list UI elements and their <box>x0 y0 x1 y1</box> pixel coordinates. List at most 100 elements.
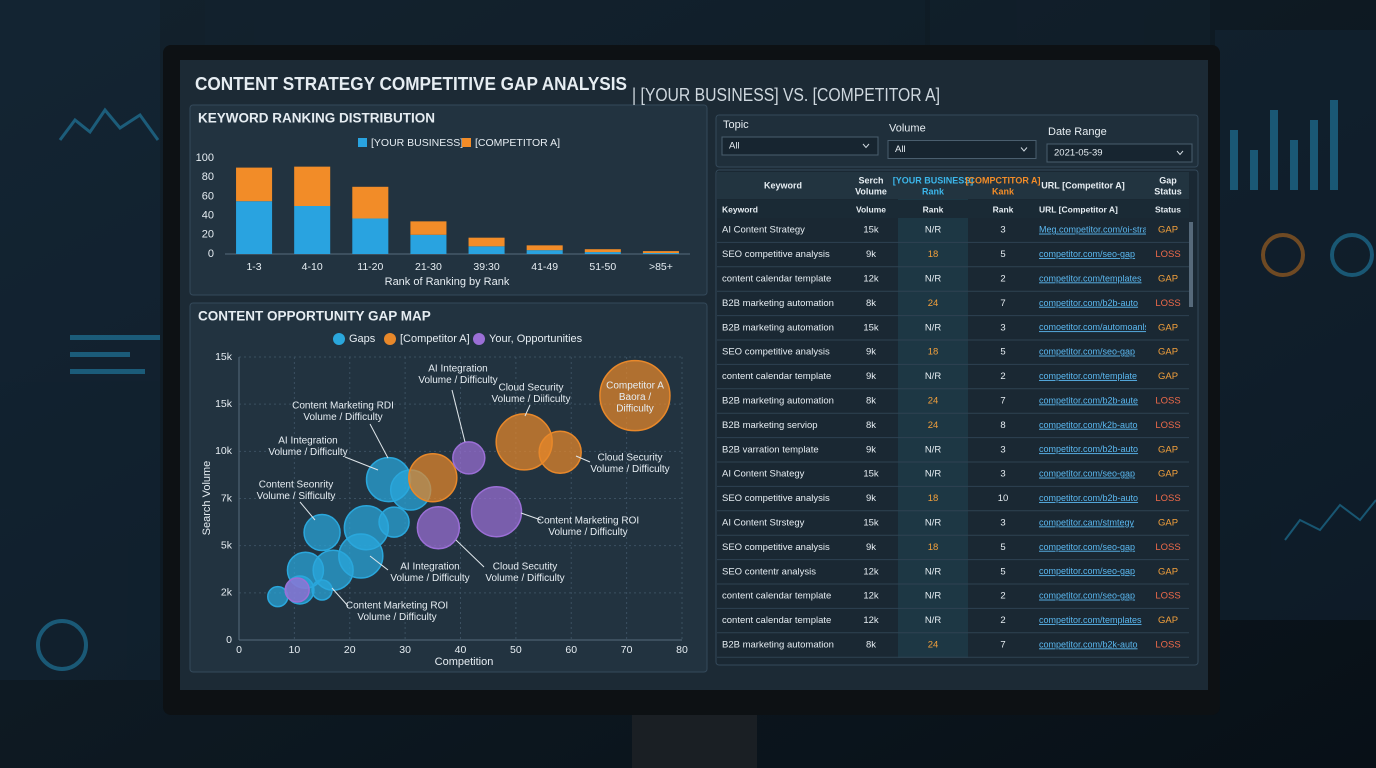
x-tick-label: 70 <box>621 644 633 656</box>
url-link[interactable]: competitor.com/seo-gap <box>1039 591 1135 601</box>
legend-swatch <box>358 138 367 147</box>
annotation-text: AI Integration <box>400 562 459 573</box>
url-link[interactable]: competitor.com/seo-gap <box>1039 469 1135 479</box>
column-subheader: URL [Competitor A] <box>1039 204 1118 214</box>
table-cell: N/R <box>925 615 942 626</box>
filter-value: All <box>895 144 906 155</box>
table-cell: content calendar template <box>722 274 831 285</box>
table-cell: N/R <box>925 225 942 236</box>
table-cell: 12k <box>863 615 879 626</box>
column-header: Status <box>1154 186 1182 196</box>
table-cell: 3 <box>1000 444 1005 455</box>
gap-status: GAP <box>1158 322 1178 333</box>
legend-swatch <box>333 333 345 345</box>
table-cell: N/R <box>925 444 942 455</box>
bar-x-label: Rank of Ranking by Rank <box>385 276 510 288</box>
filter-dropdown[interactable] <box>1046 143 1193 163</box>
table-cell: 18 <box>928 249 939 260</box>
bar-segment <box>526 245 563 251</box>
annotation-text: Volume / Diificulty <box>492 394 571 405</box>
table-cell: B2B marketing automation <box>722 298 834 309</box>
annotation-text: Difficulty <box>616 404 654 415</box>
annotation-leader <box>369 555 389 571</box>
gap-status: LOSS <box>1155 493 1180 504</box>
rank-column-highlight <box>898 172 968 658</box>
url-link[interactable]: comoetitor.com/automoanls <box>1039 322 1150 332</box>
table-cell: 5 <box>1000 347 1005 358</box>
table-cell: 18 <box>928 542 939 553</box>
annotation-text: Volume / Difficulty <box>548 527 627 538</box>
table-cell: 24 <box>928 640 939 651</box>
url-link[interactable]: competitor.com/k2b-auto <box>1039 420 1138 430</box>
table-cell: 12k <box>863 591 879 602</box>
annotation-text: AI Integration <box>278 436 337 447</box>
filter-label: Date Range <box>1048 126 1107 138</box>
url-link[interactable]: competitor.cam/stmtegy <box>1039 517 1135 527</box>
legend-swatch <box>473 333 485 345</box>
bubble <box>470 485 523 538</box>
bar-segment <box>642 253 679 254</box>
legend-label: Gaps <box>349 333 376 345</box>
filter-dropdown[interactable] <box>721 136 879 156</box>
legend-swatch <box>462 138 471 147</box>
x-tick-label: 4-10 <box>302 261 323 273</box>
table-cell: 15k <box>863 469 879 480</box>
url-link[interactable]: competitor.com/template <box>1039 371 1137 381</box>
filter-dropdown[interactable] <box>887 140 1037 159</box>
gap-status: LOSS <box>1155 298 1180 309</box>
gap-status: LOSS <box>1155 591 1180 602</box>
gap-status: GAP <box>1158 615 1178 626</box>
column-header: Keyword <box>764 180 802 190</box>
y-tick-label: 15k <box>215 351 233 363</box>
annotation-text: Cloud Security <box>498 383 563 394</box>
annotation-leader <box>331 587 349 607</box>
bubble <box>408 452 458 503</box>
page-title: CONTENT STRATEGY COMPETITIVE GAP ANALYSI… <box>195 74 627 94</box>
annotation-leader <box>344 456 379 471</box>
url-link[interactable]: competitor.com/b2b-auto <box>1039 493 1138 503</box>
table-cell: 9k <box>866 444 876 455</box>
legend-swatch <box>384 333 396 345</box>
table-cell: 7 <box>1000 640 1005 651</box>
table-cell: N/R <box>925 371 942 382</box>
url-link[interactable]: competitor.com/seo-gap <box>1039 347 1135 357</box>
url-link[interactable]: competitor.com/seo-gap <box>1039 566 1135 576</box>
url-link[interactable]: competitor.com/seo-gap <box>1039 249 1135 259</box>
url-link[interactable]: competitor.com/b2b-auto <box>1039 444 1138 454</box>
filter-label: Topic <box>723 119 749 131</box>
table-cell: 8k <box>866 640 876 651</box>
table-cell: 3 <box>1000 225 1005 236</box>
table-cell: 8k <box>866 420 876 431</box>
y-tick-label: 7k <box>221 492 233 504</box>
x-tick-label: 1-3 <box>246 261 261 273</box>
y-tick-label: 100 <box>196 152 214 164</box>
bubble <box>452 441 486 475</box>
background-panels <box>0 0 1376 680</box>
y-tick-label: 40 <box>202 210 214 222</box>
table-cell: SEO competitive analysis <box>722 347 830 358</box>
url-link[interactable]: Meg.competitor.com/oi-stra... <box>1039 225 1155 235</box>
gap-status: GAP <box>1158 469 1178 480</box>
y-tick-label: 2k <box>221 587 233 599</box>
table-cell: N/R <box>925 274 942 285</box>
annotation-leader <box>455 539 485 568</box>
url-link[interactable]: competitor.com/b2b-aute <box>1039 395 1138 405</box>
url-link[interactable]: competitor.com/b2b-auto <box>1039 298 1138 308</box>
url-link[interactable]: competitor.com/templates <box>1039 615 1142 625</box>
bar-segment <box>584 252 621 254</box>
subheader-row <box>717 200 1189 218</box>
table-cell: SEO contentr analysis <box>722 566 816 577</box>
table-cell: 9k <box>866 347 876 358</box>
url-link[interactable]: competitor.com/b2k-auto <box>1039 639 1138 649</box>
url-link[interactable]: competitor.com/templates <box>1039 273 1142 283</box>
column-header: URL [Competitor A] <box>1041 180 1125 190</box>
annotation-leader <box>524 404 531 417</box>
y-tick-label: 20 <box>202 229 214 241</box>
scrollbar[interactable] <box>1189 222 1193 307</box>
x-tick-label: 39:30 <box>473 261 499 273</box>
bar-segment <box>352 186 389 219</box>
y-tick-label: 0 <box>208 248 214 260</box>
y-tick-label: 10k <box>215 445 233 457</box>
url-link[interactable]: competitor.com/seo-gap <box>1039 542 1135 552</box>
bar-segment <box>410 234 447 254</box>
